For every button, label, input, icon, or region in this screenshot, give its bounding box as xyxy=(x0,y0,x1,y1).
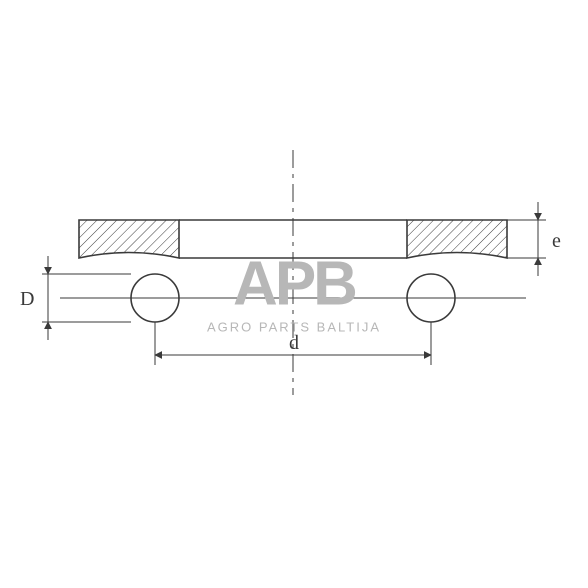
race-section-right xyxy=(407,220,507,258)
tech-drawing: d D e xyxy=(0,0,588,588)
race-section-left xyxy=(79,220,179,258)
dim-e-label: e xyxy=(552,230,561,252)
dim-d-label: d xyxy=(289,332,299,354)
dim-D-label: D xyxy=(20,288,34,310)
